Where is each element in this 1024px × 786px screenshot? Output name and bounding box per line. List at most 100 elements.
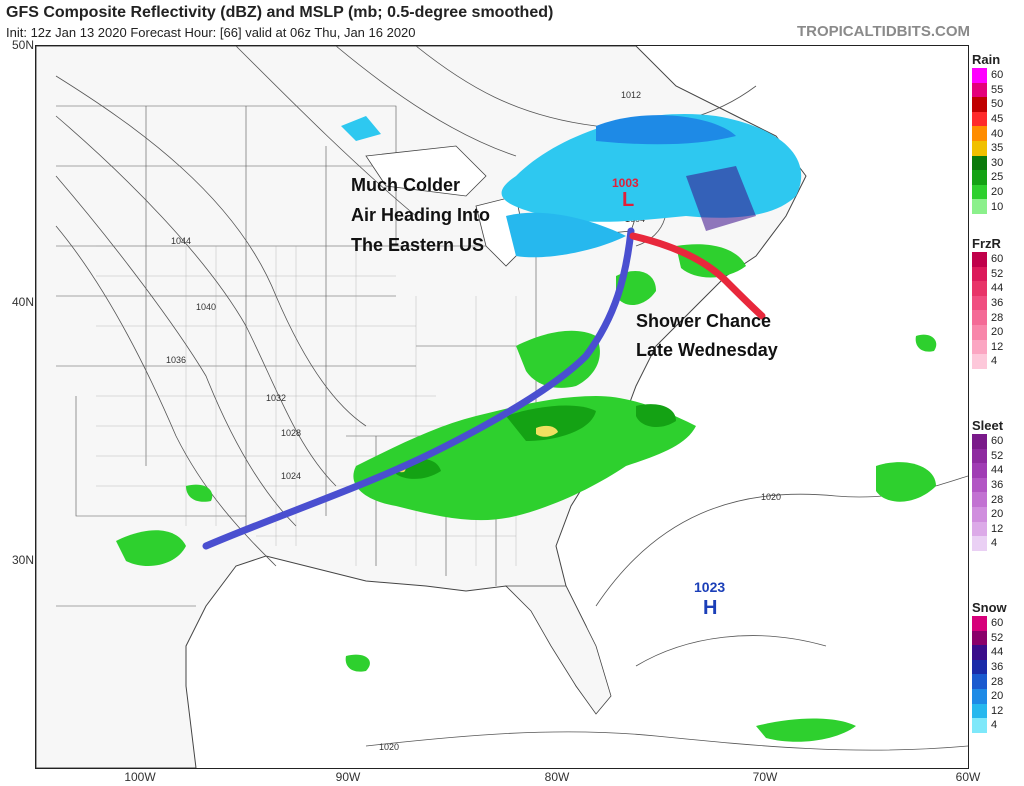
legend-swatch (972, 354, 987, 369)
legend-title: Sleet (972, 418, 1004, 433)
legend-row: 36 (972, 477, 1022, 493)
legend-swatch (972, 155, 987, 171)
lon-label-100w: 100W (124, 770, 156, 784)
legend-swatch (972, 536, 987, 551)
legend-row: 45 (972, 111, 1022, 127)
legend-value: 20 (991, 326, 1004, 339)
isobar-label-1040: 1040 (196, 302, 216, 312)
legend-value: 52 (991, 631, 1004, 644)
legend-value: 44 (991, 464, 1004, 477)
legend-value: 36 (991, 661, 1004, 674)
legend-row: 36 (972, 659, 1022, 675)
legend-value: 28 (991, 311, 1004, 324)
high-pressure-value: 1023 (694, 579, 725, 595)
legend-value: 60 (991, 253, 1004, 266)
legend-row: 10 (972, 199, 1022, 214)
shower-annotation: Shower Chance Late Wednesday (636, 311, 778, 360)
legend-row: 20 (972, 184, 1022, 200)
legend-swatch (972, 645, 987, 660)
florida (505, 585, 612, 715)
legend-row: 40 (972, 126, 1022, 141)
legend-row: 35 (972, 140, 1022, 156)
legend-swatch (972, 310, 987, 325)
legend-row: 44 (972, 463, 1022, 478)
weather-map[interactable]: 1012 1008 1004 1044 1040 1036 1032 1028 … (35, 45, 969, 769)
legend-row: 36 (972, 295, 1022, 311)
legend-swatch (972, 477, 987, 493)
legend-value: 20 (991, 186, 1004, 199)
legend-rain: Rain 60 55 50 45 40 35 30 25 20 10 (972, 52, 1022, 214)
legend-swatch (972, 111, 987, 127)
legend-sleet: Sleet 60 52 44 36 28 20 12 4 (972, 418, 1022, 551)
legend-swatch (972, 703, 987, 719)
legend-swatch (972, 463, 987, 478)
map-canvas: 1012 1008 1004 1044 1040 1036 1032 1028 … (36, 46, 968, 768)
legend-swatch (972, 674, 987, 689)
map-title: GFS Composite Reflectivity (dBZ) and MSL… (6, 4, 554, 21)
legend-row: 12 (972, 339, 1022, 355)
legend-value: 30 (991, 156, 1004, 169)
legend-swatch (972, 170, 987, 185)
legend-value: 36 (991, 479, 1004, 492)
legend-swatch (972, 339, 987, 355)
legend-row: 28 (972, 674, 1022, 689)
legend-value: 20 (991, 508, 1004, 521)
legend-snow: Snow 60 52 44 36 28 20 12 4 (972, 600, 1022, 733)
low-pressure-center: 1003 L (612, 176, 639, 211)
legend-row: 12 (972, 521, 1022, 537)
legend-value: 10 (991, 200, 1004, 213)
legend-swatch (972, 521, 987, 537)
legend-swatch (972, 68, 987, 83)
legend-swatch (972, 492, 987, 507)
legend-value: 44 (991, 646, 1004, 659)
legend-row: 55 (972, 82, 1022, 98)
legend-value: 45 (991, 113, 1004, 126)
legend-row: 50 (972, 97, 1022, 112)
legend-swatch (972, 126, 987, 141)
legend-value: 60 (991, 435, 1004, 448)
legend-swatch (972, 252, 987, 267)
legend-row: 30 (972, 155, 1022, 171)
legend-value: 52 (991, 267, 1004, 280)
legend-value: 12 (991, 522, 1004, 535)
lon-label-60w: 60W (955, 770, 981, 784)
legend-frzr: FrzR 60 52 44 36 28 20 12 4 (972, 236, 1022, 369)
legend-title: Snow (972, 600, 1007, 615)
legend-swatch (972, 688, 987, 704)
high-pressure-letter: H (703, 597, 717, 619)
legend-value: 40 (991, 127, 1004, 140)
legend-row: 25 (972, 170, 1022, 185)
legend-value: 4 (991, 537, 998, 550)
legend-value: 12 (991, 340, 1004, 353)
legend-swatch (972, 659, 987, 675)
legend-row: 4 (972, 354, 1022, 369)
legend-swatch (972, 82, 987, 98)
legend-swatch (972, 97, 987, 112)
legend-row: 60 (972, 434, 1022, 449)
legend-row: 12 (972, 703, 1022, 719)
low-pressure-value: 1003 (612, 176, 639, 190)
legend-title: FrzR (972, 236, 1001, 251)
legend-swatch (972, 434, 987, 449)
lat-label-30n: 30N (11, 553, 34, 567)
isobar-label-1028: 1028 (281, 428, 301, 438)
legend-value: 12 (991, 704, 1004, 717)
legend-value: 28 (991, 493, 1004, 506)
legend-swatch (972, 140, 987, 156)
legend-row: 60 (972, 68, 1022, 83)
legend-row: 20 (972, 324, 1022, 340)
isobar-label-1020-south: 1020 (379, 742, 399, 752)
cold-air-annotation: Much Colder Air Heading Into The Eastern… (351, 175, 490, 255)
high-pressure-center: 1023 H (694, 579, 725, 619)
legend-value: 55 (991, 83, 1004, 96)
cold-air-line-3: The Eastern US (351, 235, 484, 255)
legend-row: 44 (972, 645, 1022, 660)
legend-row: 60 (972, 252, 1022, 267)
legend-row: 60 (972, 616, 1022, 631)
legend-value: 60 (991, 69, 1004, 82)
legend-swatch (972, 616, 987, 631)
legend-swatch (972, 281, 987, 296)
legend-row: 28 (972, 310, 1022, 325)
legend-value: 4 (991, 719, 998, 732)
legend-row: 28 (972, 492, 1022, 507)
